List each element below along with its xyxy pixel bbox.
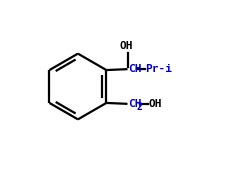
Text: OH: OH	[119, 41, 133, 51]
Text: OH: OH	[148, 99, 162, 109]
Text: 2: 2	[136, 102, 142, 112]
Text: CH: CH	[128, 99, 141, 109]
Text: CH: CH	[128, 64, 141, 74]
Text: Pr-i: Pr-i	[146, 64, 173, 74]
